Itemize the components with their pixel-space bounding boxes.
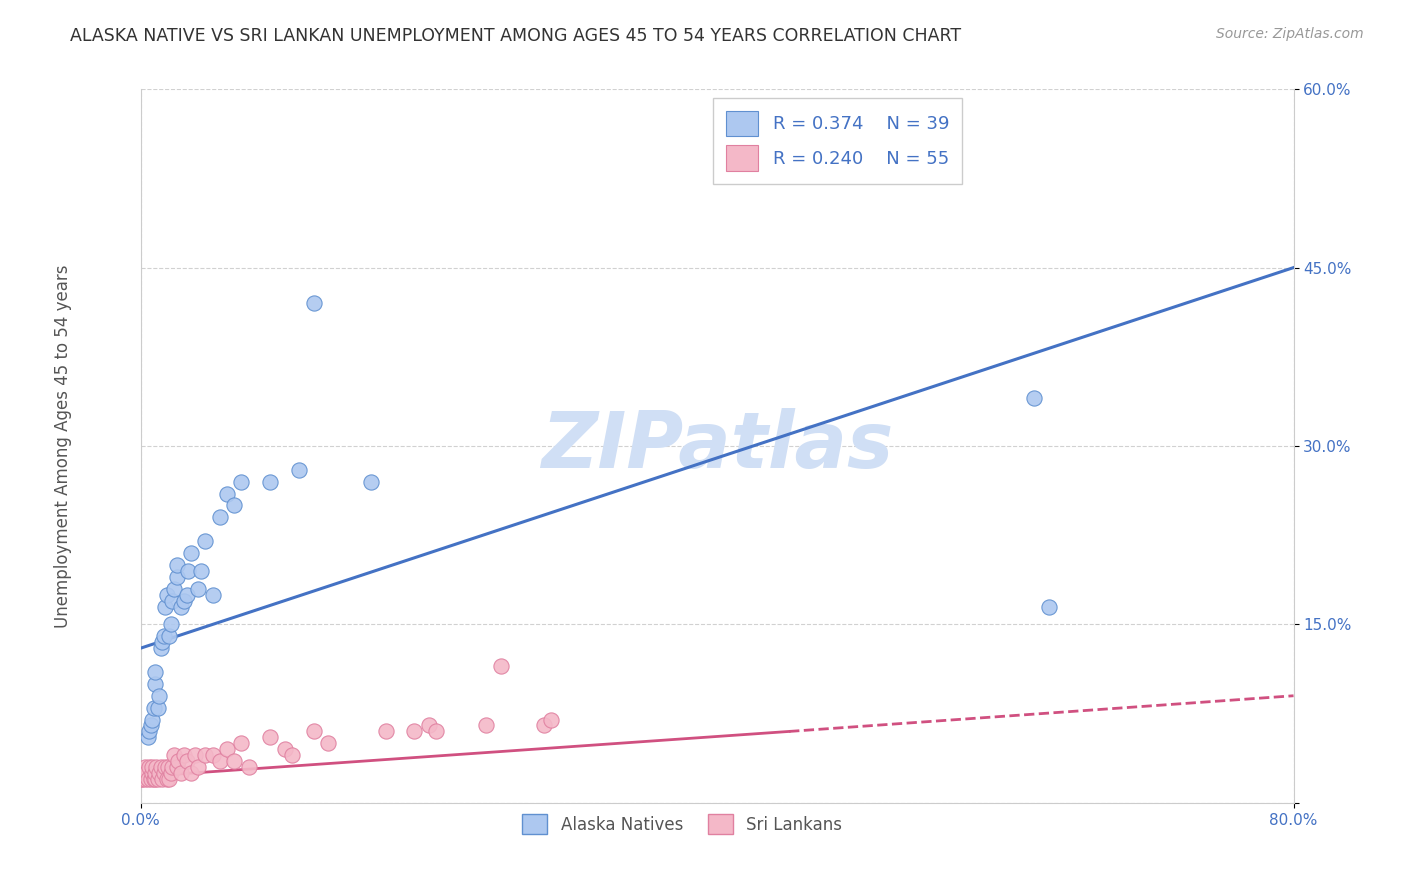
Text: Unemployment Among Ages 45 to 54 years: Unemployment Among Ages 45 to 54 years bbox=[55, 264, 72, 628]
Point bbox=[190, 564, 212, 578]
Point bbox=[1038, 599, 1060, 614]
Point bbox=[143, 677, 166, 691]
Point bbox=[201, 748, 224, 763]
Point bbox=[159, 772, 180, 786]
Point bbox=[177, 564, 200, 578]
Point bbox=[274, 742, 297, 756]
Point bbox=[149, 760, 172, 774]
Point bbox=[163, 748, 186, 763]
Point bbox=[142, 700, 165, 714]
Point bbox=[142, 772, 165, 786]
Point bbox=[139, 718, 162, 732]
Point bbox=[360, 475, 382, 489]
Point bbox=[208, 754, 231, 768]
Point bbox=[302, 296, 325, 310]
Point bbox=[176, 588, 198, 602]
Point bbox=[259, 475, 281, 489]
Point bbox=[146, 700, 169, 714]
Point bbox=[180, 546, 202, 560]
Point bbox=[139, 772, 162, 786]
Point bbox=[224, 754, 246, 768]
Point bbox=[146, 772, 169, 786]
Point bbox=[418, 718, 440, 732]
Point bbox=[141, 766, 163, 780]
Point bbox=[131, 772, 153, 786]
Point bbox=[201, 588, 224, 602]
Point bbox=[132, 766, 155, 780]
Point bbox=[187, 760, 209, 774]
Point bbox=[145, 760, 167, 774]
Point bbox=[208, 510, 231, 524]
Point bbox=[150, 635, 173, 649]
Text: ZIPatlas: ZIPatlas bbox=[541, 408, 893, 484]
Point bbox=[173, 593, 195, 607]
Point bbox=[404, 724, 426, 739]
Point bbox=[194, 534, 217, 549]
Point bbox=[231, 475, 253, 489]
Point bbox=[143, 665, 166, 679]
Point bbox=[166, 558, 188, 572]
Point bbox=[166, 570, 188, 584]
Point bbox=[134, 760, 156, 774]
Point bbox=[166, 760, 188, 774]
Point bbox=[489, 659, 512, 673]
Point bbox=[170, 599, 193, 614]
Point bbox=[173, 748, 195, 763]
Point bbox=[302, 724, 325, 739]
Point bbox=[316, 736, 339, 750]
Point bbox=[180, 766, 202, 780]
Point bbox=[148, 766, 170, 780]
Point bbox=[136, 731, 159, 745]
Point bbox=[160, 766, 183, 780]
Point bbox=[135, 766, 157, 780]
Point bbox=[187, 582, 209, 596]
Point bbox=[136, 772, 159, 786]
Point bbox=[224, 499, 246, 513]
Point bbox=[129, 772, 152, 786]
Point bbox=[194, 748, 217, 763]
Point bbox=[153, 760, 176, 774]
Point bbox=[184, 748, 207, 763]
Point bbox=[159, 629, 180, 643]
Point bbox=[163, 582, 186, 596]
Point bbox=[152, 629, 174, 643]
Point bbox=[217, 486, 239, 500]
Legend: Alaska Natives, Sri Lankans: Alaska Natives, Sri Lankans bbox=[512, 804, 852, 845]
Point bbox=[143, 772, 166, 786]
Point bbox=[152, 766, 174, 780]
Point bbox=[155, 588, 177, 602]
Point bbox=[138, 724, 160, 739]
Point bbox=[155, 772, 177, 786]
Point bbox=[153, 599, 176, 614]
Point bbox=[170, 766, 193, 780]
Point bbox=[138, 760, 160, 774]
Point bbox=[231, 736, 253, 750]
Point bbox=[176, 754, 198, 768]
Point bbox=[141, 760, 163, 774]
Point bbox=[259, 731, 281, 745]
Point bbox=[533, 718, 555, 732]
Point bbox=[141, 713, 163, 727]
Point bbox=[1024, 392, 1046, 406]
Point bbox=[162, 760, 184, 774]
Point bbox=[148, 689, 170, 703]
Point bbox=[143, 766, 166, 780]
Point bbox=[160, 617, 183, 632]
Text: Source: ZipAtlas.com: Source: ZipAtlas.com bbox=[1216, 27, 1364, 41]
Point bbox=[217, 742, 239, 756]
Text: ALASKA NATIVE VS SRI LANKAN UNEMPLOYMENT AMONG AGES 45 TO 54 YEARS CORRELATION C: ALASKA NATIVE VS SRI LANKAN UNEMPLOYMENT… bbox=[70, 27, 962, 45]
Point bbox=[167, 754, 190, 768]
Point bbox=[281, 748, 304, 763]
Point bbox=[288, 463, 311, 477]
Point bbox=[475, 718, 498, 732]
Point bbox=[374, 724, 396, 739]
Point bbox=[149, 641, 172, 656]
Point bbox=[425, 724, 447, 739]
Point bbox=[134, 772, 156, 786]
Point bbox=[150, 772, 173, 786]
Point bbox=[540, 713, 562, 727]
Point bbox=[156, 760, 179, 774]
Point bbox=[162, 593, 184, 607]
Point bbox=[238, 760, 260, 774]
